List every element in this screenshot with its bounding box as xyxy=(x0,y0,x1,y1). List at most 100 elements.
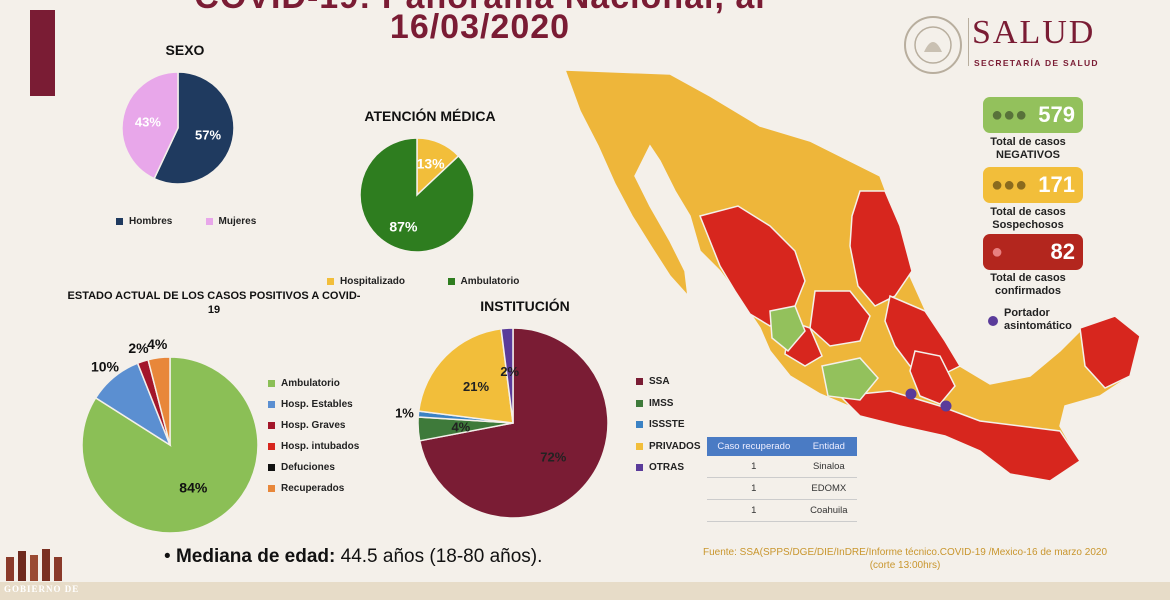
source-note: Fuente: SSA(SPPS/DGE/DIE/InDRE/Informe t… xyxy=(702,547,1108,571)
stat-sospechosos-value: 171 xyxy=(1038,172,1075,197)
mexico-states-map xyxy=(563,69,1141,482)
asymptomatic-carrier-marker xyxy=(905,388,917,400)
legend-swatch xyxy=(327,278,334,285)
mediana-de-edad: • Mediana de edad: 44.5 años (18-80 años… xyxy=(164,546,543,567)
map-state-red xyxy=(909,350,956,405)
chart-title-estado: ESTADO ACTUAL DE LOS CASOS POSITIVOS A C… xyxy=(67,290,361,316)
portador-legend-dot xyxy=(988,316,998,326)
stat-confirmados-label: Total de casos confirmados xyxy=(990,272,1066,297)
stat-sospechosos-label: Total de casos Sospechosos xyxy=(990,206,1066,231)
legend-label: Recuperados xyxy=(281,483,345,494)
legend-swatch xyxy=(116,218,123,225)
pie-data-label: 1% xyxy=(395,406,414,421)
slide-title-line1: COVID-19: Panorama Nacional, al xyxy=(120,0,840,17)
stat-confirmados-box: ● 82 xyxy=(983,234,1083,270)
legend-label: Mujeres xyxy=(218,216,257,227)
pie-data-label: 87% xyxy=(389,218,418,234)
legend-item: Ambulatorio xyxy=(447,276,520,287)
pie-data-label: 84% xyxy=(179,479,208,495)
legend-label: OTRAS xyxy=(649,462,684,473)
pie-slice-privados xyxy=(417,327,514,424)
legend-label: PRIVADOS xyxy=(649,440,701,452)
legend-label: Ambulatorio xyxy=(460,276,520,287)
legend-item: Hosp. Estables xyxy=(268,399,353,410)
logo-subtitle: SECRETARÍA DE SALUD xyxy=(974,58,1099,68)
pie-data-label: 72% xyxy=(540,449,566,464)
legend-label: SSA xyxy=(649,376,670,387)
legend-swatch xyxy=(636,399,643,407)
legend-item: ISSSTE xyxy=(636,419,685,430)
people-group-icon: ●●● xyxy=(991,173,1028,196)
logo-word: SALUD xyxy=(972,14,1096,51)
pie-slice-otras xyxy=(500,327,514,424)
pie-data-label: 2% xyxy=(128,340,149,356)
chart-title-sexo: SEXO xyxy=(165,42,205,58)
legend-swatch xyxy=(268,401,275,408)
footer-gobierno-text: GOBIERNO DE xyxy=(4,584,80,594)
map-state-red xyxy=(1079,315,1141,389)
legend-label: Hospitalizado xyxy=(340,276,406,287)
portador-legend-label: Portador asintomático xyxy=(1004,307,1072,332)
legend-swatch xyxy=(205,218,213,225)
legend-swatch xyxy=(268,380,275,387)
side-accent-bar xyxy=(30,10,55,96)
table-row: 1 Coahuila xyxy=(707,499,857,522)
table-header-caso: Caso recuperado xyxy=(707,437,801,456)
legend-item: PRIVADOS xyxy=(636,441,701,452)
legend-label: Hosp. Graves xyxy=(281,420,346,431)
recovered-cases-table: Caso recuperado Entidad 1 Sinaloa 1 EDOMX … xyxy=(707,437,857,522)
chart-title-atencion: ATENCIÓN MÉDICA xyxy=(364,108,496,124)
pie-slice-recuperados xyxy=(147,356,171,446)
people-group-icon: ●●● xyxy=(991,103,1028,126)
map-state-green xyxy=(769,305,806,353)
legend-item: OTRAS xyxy=(636,462,684,473)
stat-confirmados-value: 82 xyxy=(1050,239,1075,264)
pie-chart-institucion: 72% 4% 1% 21% 2% xyxy=(395,327,609,519)
table-header-entidad: Entidad xyxy=(800,437,857,456)
legend-label: Defuciones xyxy=(281,462,335,473)
pie-data-label: 4% xyxy=(451,419,470,434)
heroes-figures-icon xyxy=(6,549,62,581)
stat-negativos-value: 579 xyxy=(1038,102,1075,127)
legend-item: Hosp. intubados xyxy=(268,441,359,452)
legend-label: ISSSTE xyxy=(649,419,685,430)
legend-item: Hombres xyxy=(116,216,172,227)
pie-slice-hombres xyxy=(153,71,235,185)
pie-data-label: 10% xyxy=(91,358,120,374)
pie-slice-ambulatorio xyxy=(359,137,475,253)
legend-item: IMSS xyxy=(636,398,673,409)
pie-data-label: 57% xyxy=(195,128,221,143)
pie-chart-atencion: 13% 87% xyxy=(359,137,475,253)
pie-chart-sexo: 57% 43% xyxy=(121,71,235,185)
person-icon: ● xyxy=(991,240,1004,263)
legend-label: Ambulatorio xyxy=(281,378,340,389)
pie-data-label: 21% xyxy=(463,379,489,394)
legend-swatch xyxy=(636,442,643,450)
logo-divider xyxy=(968,18,969,66)
asymptomatic-carrier-marker xyxy=(940,400,952,412)
legend-item: Defuciones xyxy=(268,462,335,473)
legend-label: IMSS xyxy=(649,397,674,409)
map-state-red xyxy=(849,190,913,307)
pie-data-label: 2% xyxy=(500,364,519,379)
stat-negativos-label: Total de casos NEGATIVOS xyxy=(990,136,1066,161)
slide-title-line2: 16/03/2020 xyxy=(389,8,571,46)
pie-slice-ssa xyxy=(418,327,609,519)
pie-slice-mujeres xyxy=(121,71,179,180)
legend-swatch xyxy=(268,464,275,471)
legend-item: Hospitalizado xyxy=(327,276,405,287)
map-state-green xyxy=(821,357,879,401)
pie-chart-estado: 84% 10% 2%4% xyxy=(81,336,259,534)
legend-item: Recuperados xyxy=(268,483,344,494)
legend-label: Hombres xyxy=(129,216,173,227)
stat-negativos-box: ●●● 579 xyxy=(983,97,1083,133)
legend-item: SSA xyxy=(636,376,670,387)
national-seal-icon xyxy=(904,16,962,74)
legend-item: Mujeres xyxy=(205,216,257,227)
table-row: 1 Sinaloa xyxy=(707,456,857,478)
legend-label: Hosp. intubados xyxy=(281,441,360,452)
legend-label: Hosp. Estables xyxy=(281,399,353,410)
legend-item: Hosp. Graves xyxy=(268,420,345,431)
footer-band xyxy=(0,582,1170,600)
